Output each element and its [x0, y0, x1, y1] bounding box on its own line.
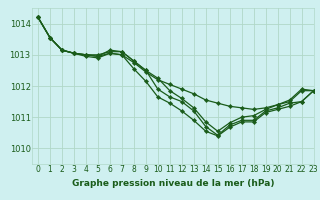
X-axis label: Graphe pression niveau de la mer (hPa): Graphe pression niveau de la mer (hPa) — [72, 179, 274, 188]
